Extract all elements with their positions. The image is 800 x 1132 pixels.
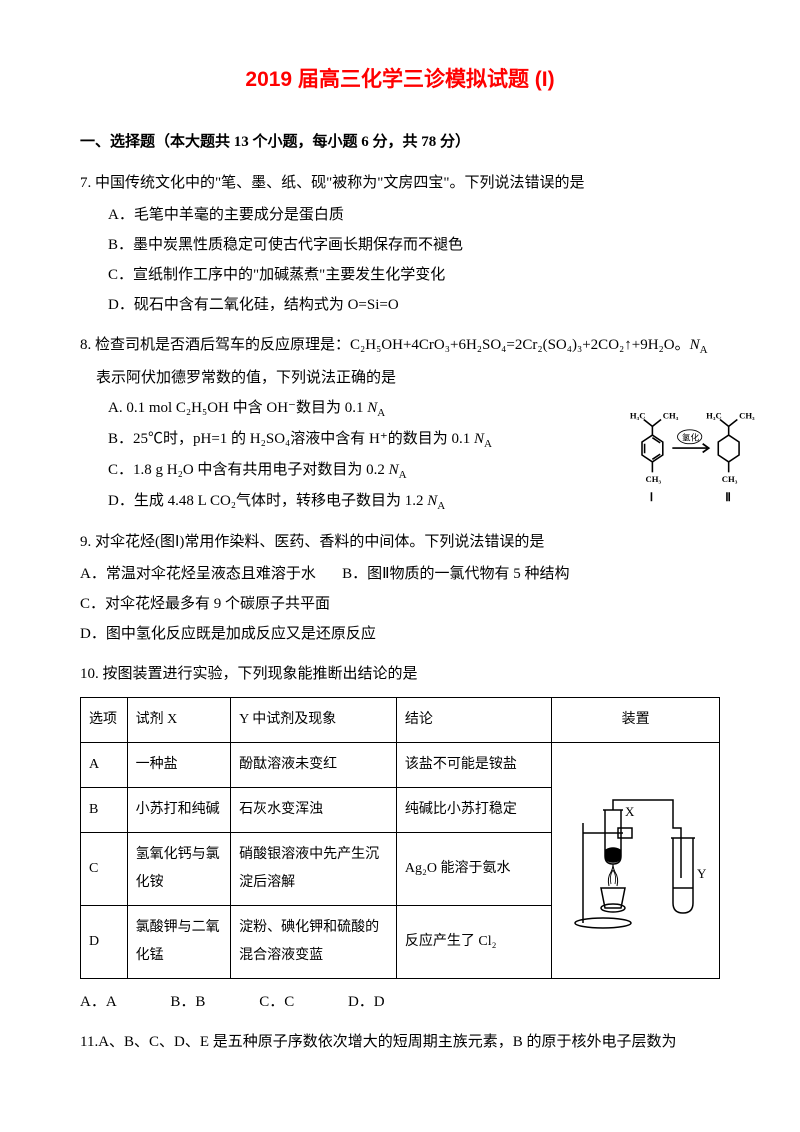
- th-device: 装置: [552, 698, 720, 743]
- question-8: 8. 检查司机是否酒后驾车的反应原理是：C₂H₅OH+4CrO₃+6H₂SO₄=…: [80, 330, 720, 517]
- cell-conclusion: 反应产生了 Cl₂: [396, 906, 551, 979]
- q8-stem-line2: 表示阿伏加德罗常数的值，下列说法正确的是: [80, 363, 720, 393]
- q8-stem-prefix: 8. 检查司机是否酒后驾车的反应原理是：C₂H₅OH+4CrO₃+6H₂SO₄=…: [80, 337, 690, 353]
- cell-phenomenon: 石灰水变浑浊: [231, 788, 397, 833]
- q7-option-b: B．墨中炭黑性质稳定可使古代字画长期保存而不褪色: [80, 230, 720, 260]
- cell-option: A: [81, 743, 128, 788]
- question-7: 7. 中国传统文化中的"笔、墨、纸、砚"被称为"文房四宝"。下列说法错误的是 A…: [80, 168, 720, 320]
- cell-option: B: [81, 788, 128, 833]
- q10-choice-d: D．D: [348, 987, 385, 1017]
- q11-stem: 11.A、B、C、D、E 是五种原子序数依次增大的短周期主族元素，B 的原于核外…: [80, 1027, 720, 1057]
- th-option: 选项: [81, 698, 128, 743]
- q10-stem: 10. 按图装置进行实验，下列现象能推断出结论的是: [80, 659, 720, 689]
- q9-option-d: D．图中氢化反应既是加成反应又是还原反应: [80, 619, 720, 649]
- apparatus-x-label: X: [625, 804, 635, 819]
- q9-option-c: C．对伞花烃最多有 9 个碳原子共平面: [80, 589, 720, 619]
- q10-table: 选项 试剂 X Y 中试剂及现象 结论 装置 A 一种盐 酚酞溶液未变红 该盐不…: [80, 697, 720, 979]
- section-header: 一、选择题（本大题共 13 个小题，每小题 6 分，共 78 分）: [80, 128, 720, 157]
- mol-h3c-2: H₃C: [706, 411, 722, 421]
- cell-reagent: 小苏打和纯碱: [127, 788, 231, 833]
- q8-stem: 8. 检查司机是否酒后驾车的反应原理是：C₂H₅OH+4CrO₃+6H₂SO₄=…: [80, 330, 720, 361]
- th-phenomenon: Y 中试剂及现象: [231, 698, 397, 743]
- cell-conclusion: 纯碱比小苏打稳定: [396, 788, 551, 833]
- th-reagent: 试剂 X: [127, 698, 231, 743]
- q10-choices: A．A B．B C．C D．D: [80, 987, 720, 1017]
- molecule-diagram: H₃C CH₃ H₃C CH₃ CH₃ CH₃ 氢化 Ⅰ Ⅱ: [605, 390, 770, 520]
- q7-stem: 7. 中国传统文化中的"笔、墨、纸、砚"被称为"文房四宝"。下列说法错误的是: [80, 168, 720, 198]
- mol-label-i: Ⅰ: [650, 492, 653, 504]
- q7-option-d: D．砚石中含有二氧化硅，结构式为 O=Si=O: [80, 290, 720, 320]
- q9-option-a: A．常温对伞花烃呈液态且难溶于水: [80, 566, 316, 582]
- q9-option-b: B．图Ⅱ物质的一氯代物有 5 种结构: [342, 566, 569, 582]
- mol-ch3-1: CH₃: [663, 411, 679, 421]
- cell-reagent: 氢氧化钙与氯化铵: [127, 833, 231, 906]
- page-title: 2019 届高三化学三诊模拟试题 (I): [80, 60, 720, 100]
- cell-option: D: [81, 906, 128, 979]
- cell-device: X Y: [552, 743, 720, 979]
- cell-reagent: 一种盐: [127, 743, 231, 788]
- q9-stem: 9. 对伞花烃(图Ⅰ)常用作染料、医药、香料的中间体。下列说法错误的是: [80, 527, 720, 557]
- apparatus-y-label: Y: [697, 866, 707, 881]
- cell-phenomenon: 硝酸银溶液中先产生沉淀后溶解: [231, 833, 397, 906]
- cell-conclusion: Ag₂O 能溶于氨水: [396, 833, 551, 906]
- cell-reagent: 氯酸钾与二氧化锰: [127, 906, 231, 979]
- q10-choice-a: A．A: [80, 987, 117, 1017]
- mol-ch3-3: CH₃: [645, 474, 661, 484]
- na-sub: A: [700, 344, 708, 356]
- mol-label-ii: Ⅱ: [725, 492, 731, 504]
- table-header-row: 选项 试剂 X Y 中试剂及现象 结论 装置: [81, 698, 720, 743]
- question-9: 9. 对伞花烃(图Ⅰ)常用作染料、医药、香料的中间体。下列说法错误的是 A．常温…: [80, 527, 720, 649]
- mol-h3c-1: H₃C: [630, 411, 646, 421]
- table-row: A 一种盐 酚酞溶液未变红 该盐不可能是铵盐: [81, 743, 720, 788]
- hydrogenation-label: 氢化: [682, 432, 700, 443]
- na-symbol: N: [690, 337, 700, 353]
- question-11: 11.A、B、C、D、E 是五种原子序数依次增大的短周期主族元素，B 的原于核外…: [80, 1027, 720, 1057]
- q10-choice-b: B．B: [170, 987, 205, 1017]
- cell-conclusion: 该盐不可能是铵盐: [396, 743, 551, 788]
- cell-option: C: [81, 833, 128, 906]
- cell-phenomenon: 淀粉、碘化钾和硫酸的混合溶液变蓝: [231, 906, 397, 979]
- question-10: 10. 按图装置进行实验，下列现象能推断出结论的是 选项 试剂 X Y 中试剂及…: [80, 659, 720, 1017]
- q7-option-a: A．毛笔中羊毫的主要成分是蛋白质: [80, 200, 720, 230]
- q10-choice-c: C．C: [259, 987, 294, 1017]
- mol-ch3-2: CH₃: [739, 411, 755, 421]
- apparatus-diagram: X Y: [563, 778, 708, 933]
- th-conclusion: 结论: [396, 698, 551, 743]
- mol-ch3-4: CH₃: [722, 474, 738, 484]
- cell-phenomenon: 酚酞溶液未变红: [231, 743, 397, 788]
- q7-option-c: C．宣纸制作工序中的"加碱蒸煮"主要发生化学变化: [80, 260, 720, 290]
